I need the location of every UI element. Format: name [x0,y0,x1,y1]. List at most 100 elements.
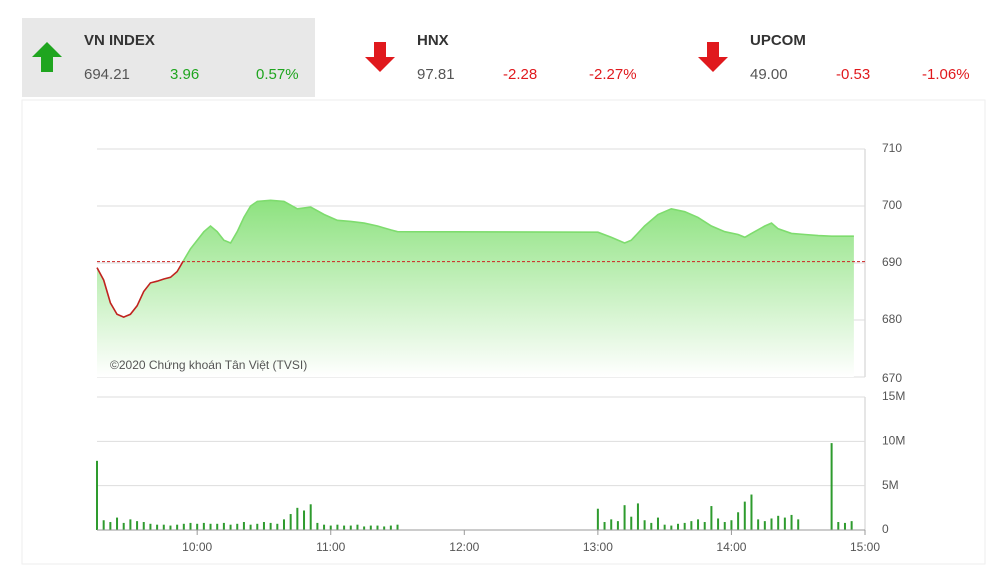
x-tick-label: 12:00 [449,540,479,554]
volume-bar [336,524,339,530]
volume-bar [196,523,199,530]
volume-bar [603,522,606,530]
volume-bar [129,519,132,530]
volume-bar [837,522,840,530]
volume-bar [96,460,98,530]
arrow-icon [32,42,62,72]
volume-bar [256,523,259,530]
y-tick-label: 680 [882,312,902,326]
index-value: 97.81 [417,66,455,83]
volume-bar [316,522,319,530]
x-tick-label: 15:00 [850,540,880,554]
volume-bar [269,522,272,530]
volume-bar [176,524,179,530]
volume-bar [242,522,245,530]
y-tick-label: 0 [882,522,889,536]
index-block: UPCOM 49.00 -0.53 -1.06% [688,18,981,97]
index-block: VN INDEX 694.21 3.96 0.57% [22,18,315,97]
volume-bar [276,523,279,530]
volume-bar [376,525,379,530]
volume-bar [750,494,753,530]
volume-bar [683,522,686,530]
volume-bar [737,512,740,530]
volume-bar [643,520,646,530]
x-tick-label: 13:00 [583,540,613,554]
volume-bar [710,506,713,530]
volume-bar [222,522,225,530]
chart-panel [21,99,986,565]
volume-bar [296,507,299,530]
index-value: 49.00 [750,66,788,83]
y-tick-label: 670 [882,371,902,385]
volume-bar [162,524,165,530]
volume-bar [229,524,232,530]
index-name: VN INDEX [84,32,155,49]
volume-bar [797,519,800,530]
index-percent: 0.57% [256,66,299,83]
y-tick-label: 5M [882,478,899,492]
volume-bar [777,515,780,530]
x-tick-label: 14:00 [716,540,746,554]
index-name: UPCOM [750,32,806,49]
volume-bar [323,524,326,530]
volume-bar [383,526,386,530]
volume-bar [249,524,252,530]
volume-bar [282,519,285,530]
volume-bar [783,517,786,530]
volume-bar [717,518,720,530]
price-area [97,200,854,377]
volume-bar [703,522,706,530]
volume-bar [136,521,139,530]
volume-bar [663,524,666,530]
volume-bar [289,514,292,530]
volume-bar [142,522,145,530]
volume-bar [369,525,372,530]
volume-bar [623,505,626,530]
y-tick-label: 10M [882,434,905,448]
volume-bar [650,522,653,530]
index-percent: -2.27% [589,66,637,83]
volume-bar [156,524,159,530]
volume-bar [343,525,346,530]
volume-bar [102,520,105,530]
volume-bar [189,522,192,530]
volume-bar [396,524,399,530]
index-block: HNX 97.81 -2.28 -2.27% [355,18,648,97]
volume-bar [630,516,633,530]
index-change: -0.53 [836,66,871,83]
index-change: -2.28 [503,66,538,83]
volume-bar [262,522,265,530]
volume-bar [356,524,359,530]
volume-bar [743,501,746,530]
volume-bar [236,523,239,530]
volume-bar [690,521,693,530]
arrow-icon [698,42,728,72]
index-change: 3.96 [170,66,200,83]
volume-bar [770,518,773,530]
volume-bar [616,521,619,530]
x-tick-label: 10:00 [182,540,212,554]
volume-bar [636,503,639,530]
price-line [96,199,854,318]
volume-bar [830,443,833,530]
volume-bar [790,514,793,530]
y-tick-label: 15M [882,389,905,403]
volume-bar [730,520,733,530]
volume-bar [182,523,185,530]
volume-bar [216,523,219,530]
y-tick-label: 710 [882,141,902,155]
volume-bar [309,504,312,530]
volume-bar [149,523,152,530]
volume-bar [116,517,119,530]
volume-bar [303,510,306,530]
copyright-note: ©2020 Chứng khoán Tân Việt (TVSI) [110,358,307,372]
volume-bar [389,525,392,530]
volume-bar [610,519,613,530]
volume-bar [850,521,853,530]
y-tick-label: 700 [882,198,902,212]
y-tick-label: 690 [882,255,902,269]
index-value: 694.21 [84,66,130,83]
arrow-icon [365,42,395,72]
